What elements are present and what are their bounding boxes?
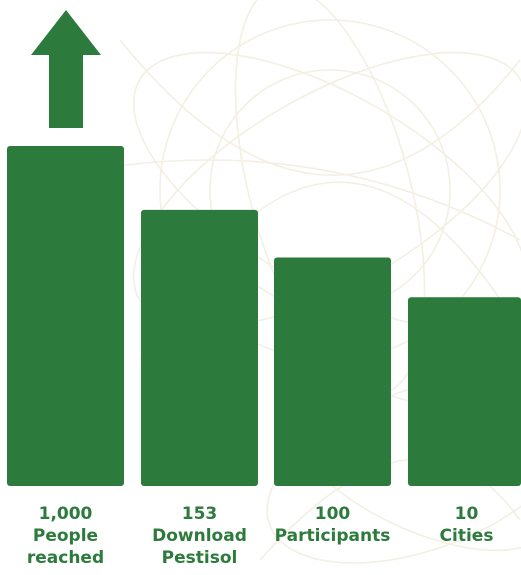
- category-label-download-pestisol-line-2: Pestisol: [162, 548, 238, 568]
- category-label-cities-line-1: Cities: [440, 526, 494, 546]
- bar-cities: [408, 297, 521, 486]
- category-label-people-reached-line-1: People: [33, 526, 98, 546]
- category-label-people-reached-line-2: reached: [27, 548, 104, 568]
- value-label-people-reached: 1,000: [39, 504, 93, 524]
- category-label-participants-line-1: Participants: [275, 526, 391, 546]
- bar-people-reached: [7, 146, 124, 486]
- value-label-download-pestisol: 153: [182, 504, 218, 524]
- category-label-download-pestisol-line-1: Download: [152, 526, 247, 546]
- bar-download-pestisol: [141, 209, 258, 487]
- value-label-cities: 10: [455, 504, 479, 524]
- up-arrow-icon: [31, 10, 101, 128]
- value-label-participants: 100: [315, 504, 351, 524]
- bar-participants: [274, 257, 391, 486]
